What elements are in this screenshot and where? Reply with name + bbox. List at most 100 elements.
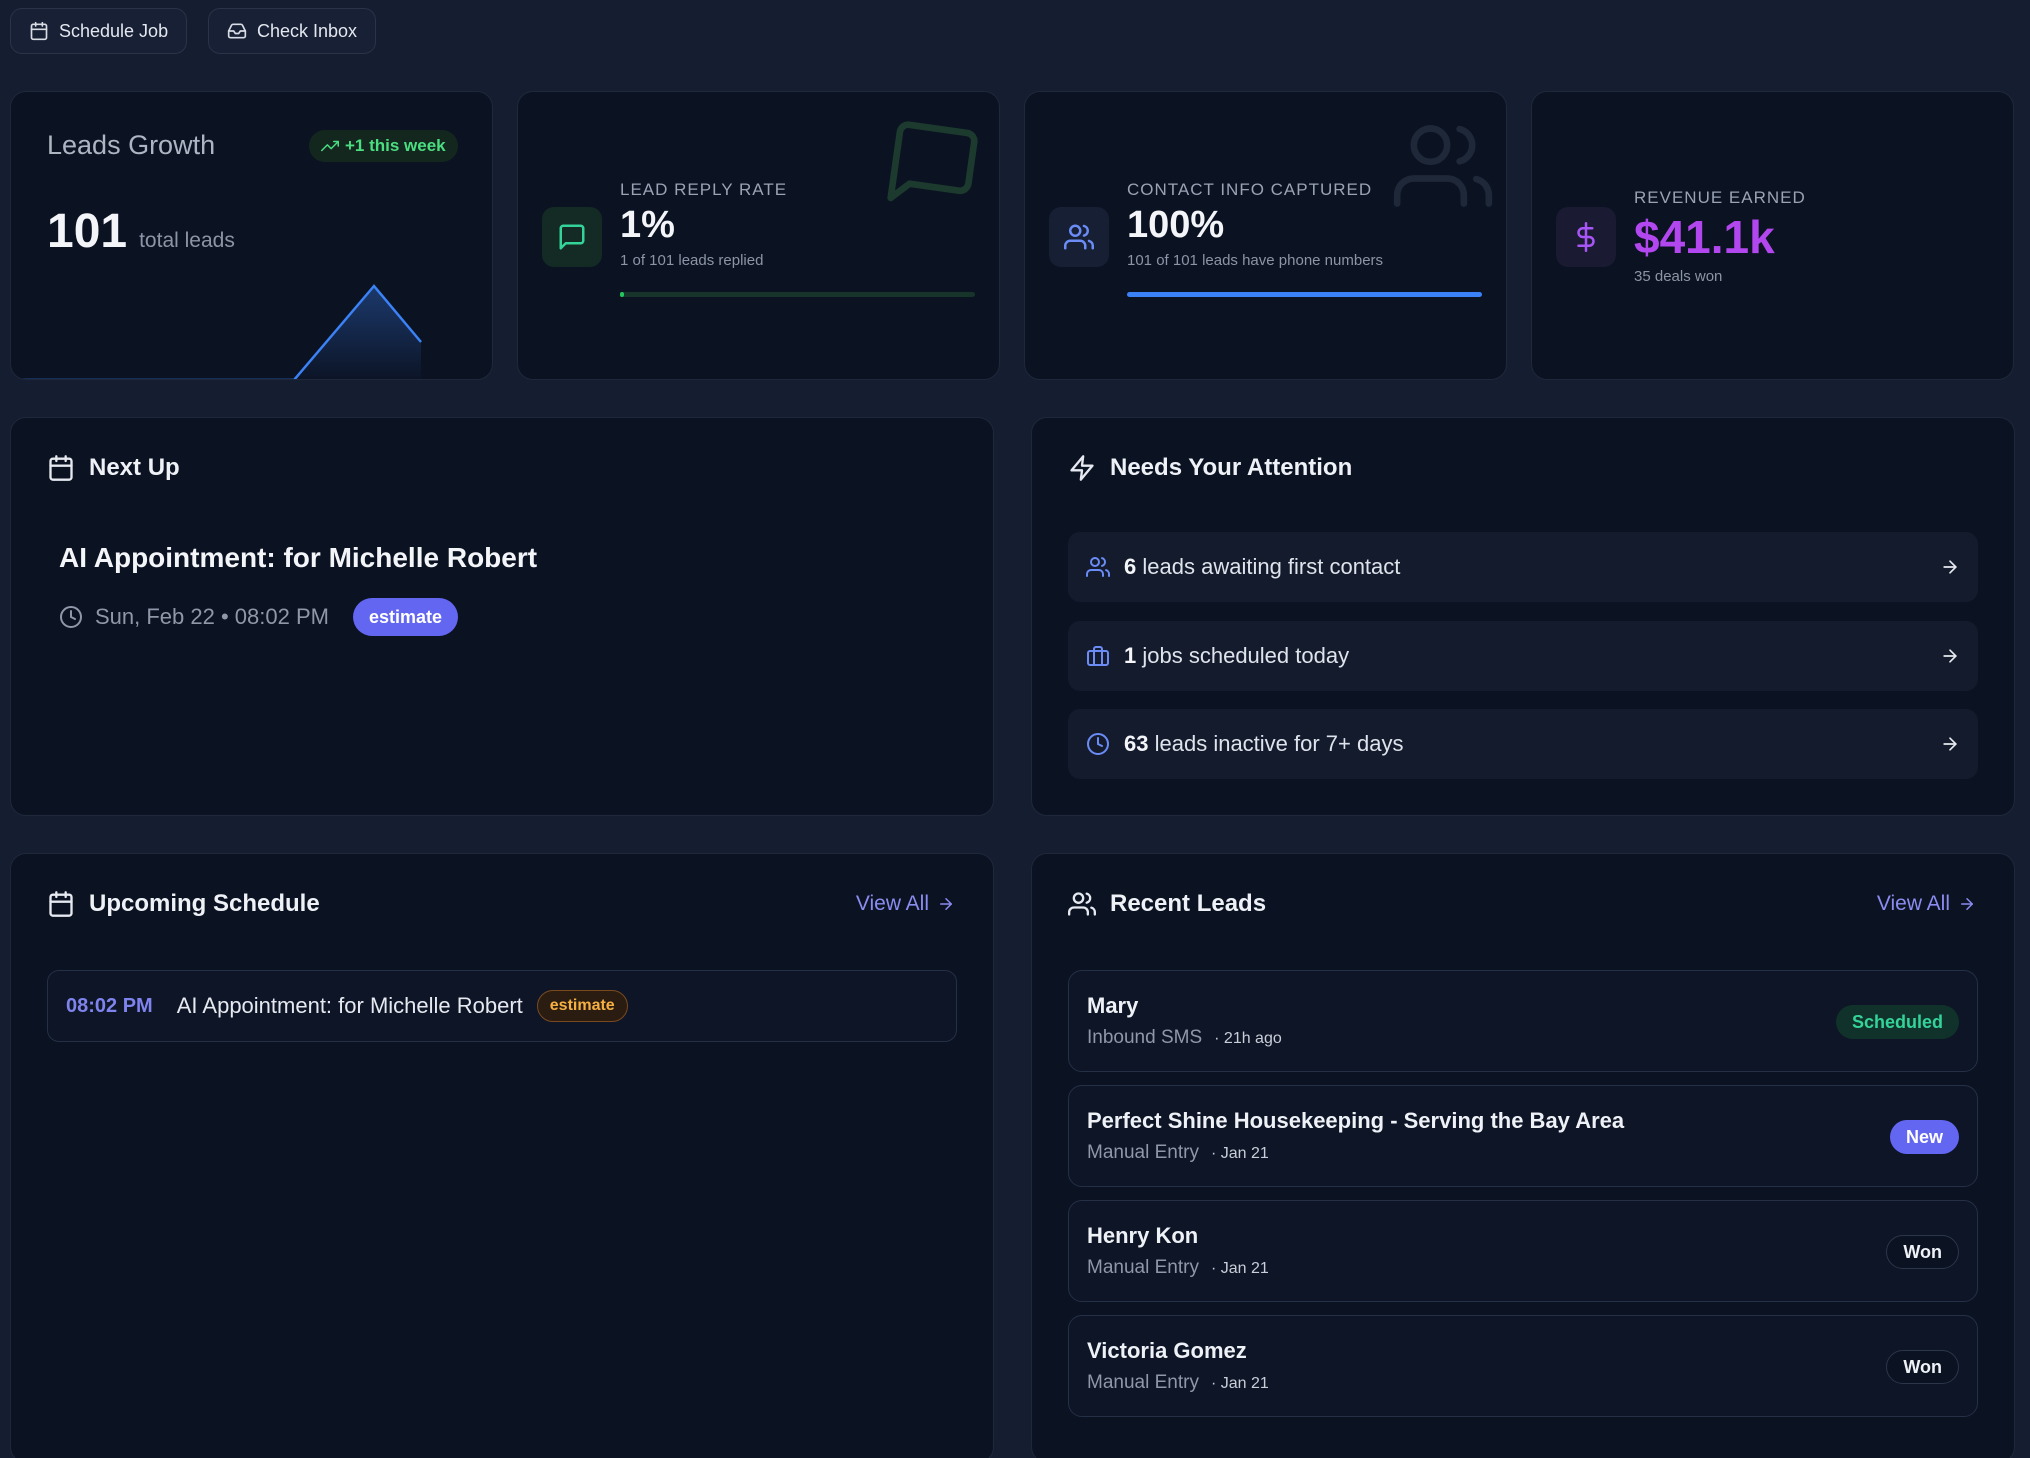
arrow-right-icon: [1958, 895, 1976, 913]
lead-when: · Jan 21: [1210, 1375, 1269, 1392]
contact-info-progress-track: [1127, 292, 1482, 297]
lead-row[interactable]: Henry Kon Manual Entry · Jan 21 Won: [1068, 1200, 1978, 1302]
reply-rate-progress-fill: [620, 292, 624, 297]
next-appointment-meta: Sun, Feb 22 • 08:02 PM estimate: [59, 598, 459, 636]
view-all-label: View All: [1876, 892, 1950, 915]
lead-when: · Jan 21: [1210, 1145, 1269, 1162]
recent-leads-title: Recent Leads: [1110, 890, 1267, 917]
calendar-icon: [47, 890, 75, 918]
lead-meta: Manual Entry · Jan 21: [1087, 1257, 1269, 1279]
inbox-icon: [227, 21, 247, 41]
contact-info-card[interactable]: CONTACT INFO CAPTURED 100% 101 of 101 le…: [1024, 91, 1507, 380]
schedule-title: Upcoming Schedule: [89, 890, 320, 917]
lead-reply-rate-card[interactable]: LEAD REPLY RATE 1% 1 of 101 leads replie…: [517, 91, 1000, 380]
arrow-right-icon: [1940, 734, 1960, 754]
zap-icon: [1068, 454, 1096, 482]
trend-badge: +1 this week: [309, 130, 458, 162]
calendar-icon: [47, 454, 75, 482]
lead-row[interactable]: Mary Inbound SMS · 21h ago Scheduled: [1068, 970, 1978, 1072]
attention-header: Needs Your Attention: [1068, 454, 1352, 482]
lead-row[interactable]: Victoria Gomez Manual Entry · Jan 21 Won: [1068, 1315, 1978, 1417]
upcoming-schedule-panel: Upcoming Schedule View All 08:02 PM AI A…: [10, 853, 994, 1458]
users-icon: [1086, 555, 1110, 579]
leads-growth-card[interactable]: Leads Growth +1 this week 101 total lead…: [10, 91, 493, 380]
attention-text: 6 leads awaiting first contact: [1124, 554, 1401, 579]
reply-rate-value: 1%: [620, 204, 675, 246]
lead-source: Manual Entry: [1087, 1372, 1199, 1393]
arrow-right-icon: [1940, 646, 1960, 666]
lead-meta: Inbound SMS · 21h ago: [1087, 1027, 1282, 1049]
revenue-label: REVENUE EARNED: [1634, 188, 1806, 207]
calendar-icon: [29, 21, 49, 41]
lead-name: Perfect Shine Housekeeping - Serving the…: [1087, 1108, 1625, 1133]
clock-icon: [1086, 732, 1110, 756]
users-icon: [1068, 890, 1096, 918]
lead-meta: Manual Entry · Jan 21: [1087, 1142, 1269, 1164]
leads-view-all-link[interactable]: View All: [1877, 892, 1976, 916]
revenue-sub: 35 deals won: [1634, 268, 1723, 285]
total-leads-value: 101: [47, 205, 128, 258]
clock-icon: [59, 605, 83, 629]
view-all-label: View All: [855, 892, 929, 915]
briefcase-icon: [1086, 644, 1110, 668]
lead-when: · 21h ago: [1214, 1030, 1282, 1047]
arrow-right-icon: [1940, 557, 1960, 577]
status-badge: Won: [1886, 1235, 1959, 1269]
next-up-title: Next Up: [89, 454, 180, 481]
lead-when: · Jan 21: [1210, 1260, 1269, 1277]
attention-item-inactive-leads[interactable]: 63 leads inactive for 7+ days: [1068, 709, 1978, 779]
revenue-card[interactable]: REVENUE EARNED $41.1k 35 deals won: [1531, 91, 2014, 380]
schedule-item-title: AI Appointment: for Michelle Robert: [176, 993, 523, 1018]
dollar-icon: [1556, 207, 1616, 267]
leads-growth-sparkline: [11, 284, 422, 379]
lead-source: Manual Entry: [1087, 1257, 1199, 1278]
lead-source: Inbound SMS: [1087, 1027, 1203, 1048]
reply-rate-label: LEAD REPLY RATE: [620, 180, 788, 199]
schedule-job-button[interactable]: Schedule Job: [10, 8, 188, 54]
reply-rate-progress-track: [620, 292, 975, 297]
next-up-panel: Next Up AI Appointment: for Michelle Rob…: [10, 417, 994, 816]
contact-info-label: CONTACT INFO CAPTURED: [1127, 180, 1373, 199]
next-up-header: Next Up: [47, 454, 180, 482]
attention-panel: Needs Your Attention 6 leads awaiting fi…: [1031, 417, 2015, 816]
check-inbox-label: Check Inbox: [257, 20, 358, 41]
lead-row[interactable]: Perfect Shine Housekeeping - Serving the…: [1068, 1085, 1978, 1187]
arrow-right-icon: [937, 895, 955, 913]
message-bg-icon: [878, 116, 988, 216]
schedule-item[interactable]: 08:02 PM AI Appointment: for Michelle Ro…: [47, 970, 957, 1042]
schedule-job-label: Schedule Job: [59, 20, 169, 41]
status-badge: Scheduled: [1835, 1005, 1959, 1039]
lead-meta: Manual Entry · Jan 21: [1087, 1372, 1269, 1394]
attention-item-jobs-today[interactable]: 1 jobs scheduled today: [1068, 621, 1978, 691]
contact-info-progress-fill: [1127, 292, 1482, 297]
schedule-header: Upcoming Schedule: [47, 890, 320, 918]
contact-info-sub: 101 of 101 leads have phone numbers: [1127, 252, 1384, 269]
status-badge: New: [1889, 1120, 1959, 1154]
lead-source: Manual Entry: [1087, 1142, 1199, 1163]
trending-up-icon: [321, 137, 339, 155]
leads-growth-title: Leads Growth: [47, 130, 216, 160]
status-badge: Won: [1886, 1350, 1959, 1384]
revenue-value: $41.1k: [1634, 211, 1775, 263]
attention-text: 1 jobs scheduled today: [1124, 643, 1350, 668]
next-appointment-title[interactable]: AI Appointment: for Michelle Robert: [59, 542, 538, 573]
contact-info-value: 100%: [1127, 204, 1225, 246]
check-inbox-button[interactable]: Check Inbox: [208, 8, 377, 54]
schedule-item-time: 08:02 PM: [66, 994, 153, 1017]
recent-leads-header: Recent Leads: [1068, 890, 1266, 918]
attention-item-awaiting-contact[interactable]: 6 leads awaiting first contact: [1068, 532, 1978, 602]
estimate-tag: estimate: [352, 598, 459, 636]
trend-label: +1 this week: [345, 136, 446, 155]
users-icon: [1049, 207, 1109, 267]
lead-name: Mary: [1087, 993, 1139, 1018]
next-appointment-time: Sun, Feb 22 • 08:02 PM: [95, 604, 329, 629]
attention-text: 63 leads inactive for 7+ days: [1124, 731, 1404, 756]
recent-leads-panel: Recent Leads View All Mary Inbound SMS ·…: [1031, 853, 2015, 1458]
reply-rate-sub: 1 of 101 leads replied: [620, 252, 764, 269]
schedule-view-all-link[interactable]: View All: [856, 892, 955, 916]
schedule-item-tag: estimate: [536, 990, 628, 1022]
lead-name: Victoria Gomez: [1087, 1338, 1247, 1363]
message-icon: [542, 207, 602, 267]
users-bg-icon: [1393, 116, 1493, 216]
total-leads-unit: total leads: [139, 229, 235, 252]
